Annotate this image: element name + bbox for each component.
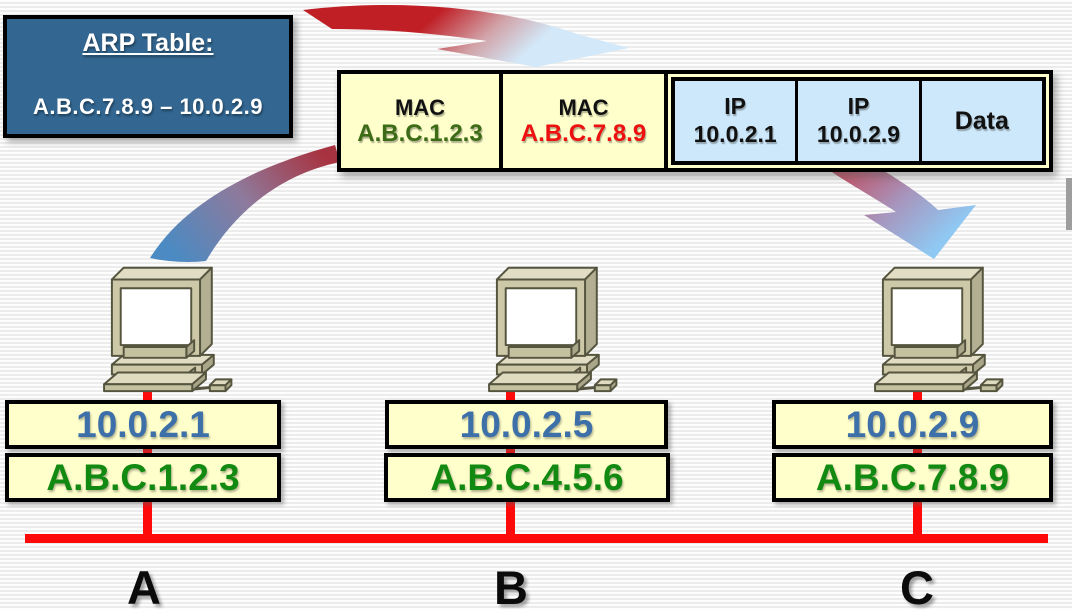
host-c-computer-icon [846, 254, 1006, 396]
packet-dst-ip-cell: IP 10.0.2.9 [798, 81, 919, 161]
host-a-ip-label: 10.0.2.1 [76, 404, 210, 445]
packet-data-cell: Data [921, 81, 1042, 161]
bottom-margin-strip [0, 609, 1072, 615]
packet-data-label: Data [954, 107, 1009, 135]
host-c-mac-label: A.B.C.7.8.9 [815, 457, 1010, 498]
frame-dst-mac-label: MAC [558, 94, 609, 120]
curved-arrow-arp-to-frame-icon [303, 4, 629, 67]
frame-src-mac-cell: MAC A.B.C.1.2.3 [337, 70, 503, 172]
host-a-mac-label: A.B.C.1.2.3 [46, 457, 240, 498]
frame-src-mac-label: MAC [394, 94, 446, 120]
packet-dst-ip-label: IP [847, 93, 870, 120]
frame-dst-mac-cell: MAC A.B.C.7.8.9 [499, 70, 668, 172]
packet-dst-ip-value: 10.0.2.9 [816, 121, 901, 147]
arp-table-box: ARP Table: A.B.C.7.8.9 – 10.0.2.9 [3, 15, 293, 138]
ethernet-frame: MAC A.B.C.1.2.3 MAC A.B.C.7.8.9 IP 10.0.… [337, 70, 1053, 172]
host-a-ip-box: 10.0.2.1 [5, 400, 281, 449]
arp-table-entry: A.B.C.7.8.9 – 10.0.2.9 [33, 94, 263, 119]
arp-table-title: ARP Table: [82, 29, 214, 57]
packet-src-ip-cell: IP 10.0.2.1 [675, 81, 796, 161]
curved-arrow-frame-to-host-a-icon [150, 145, 340, 262]
arrow-frame-to-host-c-icon [822, 165, 976, 259]
host-c-letter: C [900, 561, 934, 614]
network-bus-line [25, 534, 1048, 543]
host-b-ip-label: 10.0.2.5 [459, 404, 594, 445]
host-b-ip-box: 10.0.2.5 [385, 400, 668, 449]
packet-src-ip-label: IP [724, 93, 747, 120]
host-c-mac-box: A.B.C.7.8.9 [772, 453, 1053, 502]
frame-dst-mac-value: A.B.C.7.8.9 [520, 119, 647, 147]
host-a-mac-box: A.B.C.1.2.3 [5, 453, 281, 502]
host-b-computer-icon [460, 254, 620, 396]
ip-packet: IP 10.0.2.1 IP 10.0.2.9 Data [671, 77, 1046, 165]
packet-src-ip-value: 10.0.2.1 [693, 121, 777, 147]
host-b-mac-label: A.B.C.4.5.6 [430, 457, 624, 498]
scrollbar-thumb[interactable] [1066, 178, 1072, 230]
host-a-letter: A [127, 561, 161, 614]
host-b-mac-box: A.B.C.4.5.6 [384, 453, 670, 502]
host-b-letter: B [494, 561, 528, 614]
frame-src-mac-value: A.B.C.1.2.3 [357, 119, 483, 147]
host-a-computer-icon [75, 254, 235, 396]
host-c-ip-box: 10.0.2.9 [772, 400, 1053, 449]
host-c-ip-label: 10.0.2.9 [845, 404, 980, 445]
ip-packet-wrapper-cell: IP 10.0.2.1 IP 10.0.2.9 Data [664, 70, 1053, 172]
